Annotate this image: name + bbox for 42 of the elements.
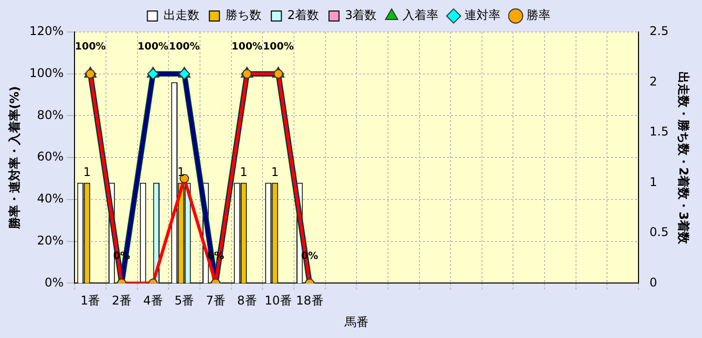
y-axis-title: 勝率・連対率・入着率(%) <box>7 86 22 230</box>
x-tick-label: 2番 <box>112 294 132 308</box>
x-axis-title: 馬番 <box>344 314 369 329</box>
data-label: 1 <box>83 164 91 179</box>
y-tick-label: 80% <box>37 108 64 122</box>
y2-tick-label: 2.5 <box>650 24 669 38</box>
data-label: 1 <box>177 164 185 179</box>
x-tick-label: 4番 <box>143 294 163 308</box>
x-tick-label: 7番 <box>206 294 226 308</box>
y2-axis-title: 出走数・勝ち数・2着数・3着数 <box>676 71 691 245</box>
data-label: 1 <box>240 164 248 179</box>
data-label: 0% <box>207 250 224 262</box>
y2-tick-label: 0.5 <box>650 225 669 240</box>
x-tick-label: 5番 <box>174 294 194 308</box>
y2-tick-label: 0 <box>650 275 658 290</box>
data-label: 100% <box>74 41 106 52</box>
y-tick-label: 0% <box>44 275 64 290</box>
x-tick-label: 10番 <box>264 294 292 308</box>
x-tick-label: 8番 <box>237 294 257 308</box>
legend-label: 勝ち数 <box>225 8 262 22</box>
y2-tick-label: 1.5 <box>650 124 669 139</box>
y2-tick-label: 1 <box>650 174 658 189</box>
y-tick-label: 100% <box>29 66 64 80</box>
y-tick-label: 120% <box>29 24 64 38</box>
data-label: 100% <box>232 41 262 52</box>
y2-tick-label: 2 <box>650 74 658 88</box>
y-tick-label: 40% <box>37 192 64 206</box>
y-tick-label: 60% <box>37 150 64 164</box>
legend-label: 入着率 <box>402 8 439 22</box>
data-label: 1 <box>271 164 279 179</box>
data-label: 100% <box>138 41 168 52</box>
legend-label: 出走数 <box>163 8 200 22</box>
data-label: 100% <box>262 41 294 52</box>
x-tick-label: 18番 <box>296 294 324 308</box>
x-tick-label: 1番 <box>80 294 100 308</box>
legend-label: 連対率 <box>464 8 501 22</box>
data-label: 0% <box>113 250 130 262</box>
legend-label: 3着数 <box>345 8 377 22</box>
legend-label: 2着数 <box>287 8 320 22</box>
legend-label: 勝率 <box>526 8 551 22</box>
y-tick-label: 20% <box>37 233 64 248</box>
data-label: 100% <box>168 41 200 52</box>
